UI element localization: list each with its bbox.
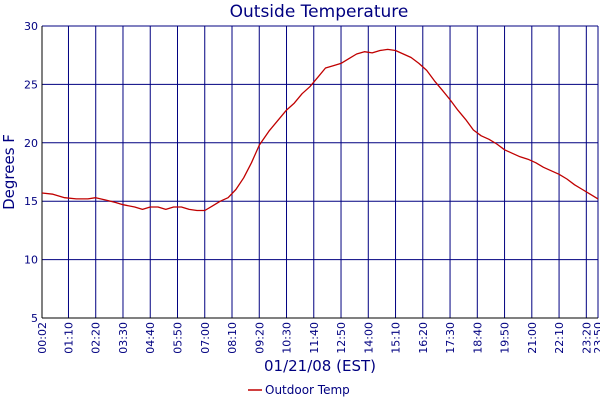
x-tick-label: 11:40 [308, 322, 321, 354]
x-tick-label: 23:50 [592, 322, 600, 354]
series-line-0 [41, 48, 599, 212]
y-axis-label: Degrees F [0, 134, 18, 210]
y-tick-labels: 5 10 15 20 25 30 [24, 20, 38, 325]
y-tick-label: 5 [31, 312, 38, 325]
x-tick-label: 22:10 [553, 322, 566, 354]
x-tick-label: 03:30 [117, 322, 130, 354]
x-tick-label: 21:00 [526, 322, 539, 354]
x-tick-label: 02:20 [90, 322, 103, 354]
x-tick-labels: 00:02 01:10 02:20 03:30 04:40 05:50 07:00 08:10… [36, 322, 600, 354]
x-tick-label: 12:50 [335, 322, 348, 354]
grid-lines [41, 25, 599, 319]
x-tick-label: 14:00 [362, 322, 375, 354]
x-tick-label: 01:10 [62, 322, 75, 354]
x-tick-label: 00:02 [36, 322, 49, 354]
series-lines [41, 48, 599, 212]
x-tick-label: 23:20 [580, 322, 593, 354]
x-tick-label: 10:30 [281, 322, 294, 354]
legend-label: Outdoor Temp [265, 383, 350, 397]
x-tick-label: 18:40 [471, 322, 484, 354]
x-tick-label: 16:20 [417, 322, 430, 354]
x-tick-label: 19:50 [499, 322, 512, 354]
axes [41, 26, 598, 319]
y-tick-label: 25 [24, 78, 38, 91]
x-tick-label: 09:20 [253, 322, 266, 354]
y-tick-label: 20 [24, 137, 38, 150]
x-tick-label: 08:10 [226, 322, 239, 354]
x-tick-label: 05:50 [171, 322, 184, 354]
y-tick-label: 15 [24, 195, 38, 208]
x-tick-label: 17:30 [444, 322, 457, 354]
x-tick-label: 07:00 [199, 322, 212, 354]
x-tick-label: 04:40 [144, 322, 157, 354]
x-axis-label: 01/21/08 (EST) [264, 357, 376, 375]
y-tick-label: 10 [24, 254, 38, 267]
x-tick-label: 15:10 [390, 322, 403, 354]
legend: Outdoor Temp [248, 383, 350, 397]
plot-area [42, 26, 598, 318]
y-tick-label: 30 [24, 20, 38, 33]
chart-title: Outside Temperature [230, 2, 409, 22]
